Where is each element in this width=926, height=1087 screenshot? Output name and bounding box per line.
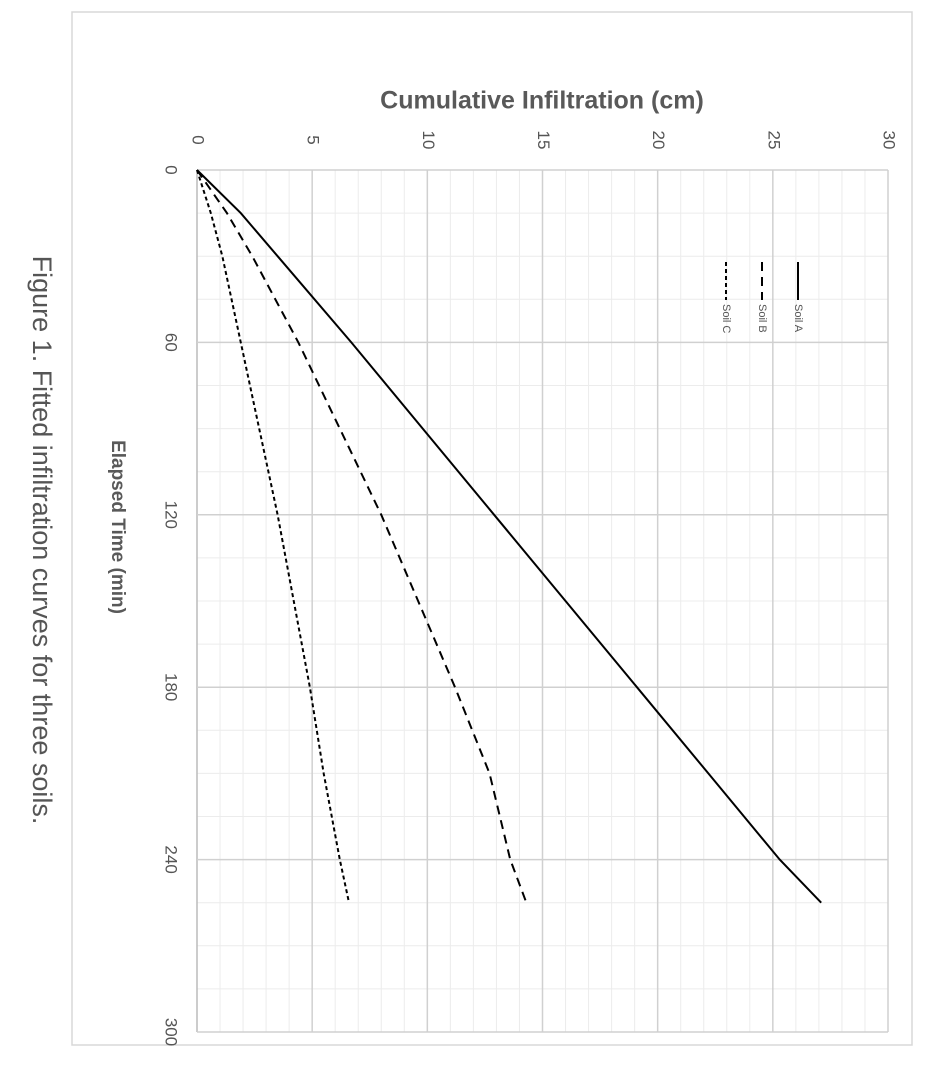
legend-label: Soil A [792,304,804,333]
y-tick-label: 20 [649,131,668,150]
y-tick-label: 15 [534,131,553,150]
x-tick-label: 0 [162,165,181,174]
x-tick-label: 240 [162,845,181,873]
x-tick-label: 120 [162,501,181,529]
x-axis-title: Elapsed Time (min) [107,440,128,614]
caption: Figure 1. Fitted infiltration curves for… [27,256,57,825]
line-series [196,169,822,904]
y-tick-label: 25 [764,131,783,150]
line-series [196,169,350,903]
legend-label: Soil C [720,304,732,333]
x-tick-label: 60 [162,333,181,352]
y-tick-label: 10 [419,131,438,150]
line-series [196,169,528,904]
y-tick-label: 5 [304,135,323,144]
y-axis-title: Cumulative Infiltration (cm) [380,87,704,115]
y-tick-label: 0 [189,135,208,144]
chart-frame [71,11,913,1046]
x-tick-label: 300 [162,1018,181,1046]
x-tick-label: 180 [162,673,181,701]
y-tick-label: 30 [880,131,899,150]
legend-label: Soil B [756,304,768,333]
